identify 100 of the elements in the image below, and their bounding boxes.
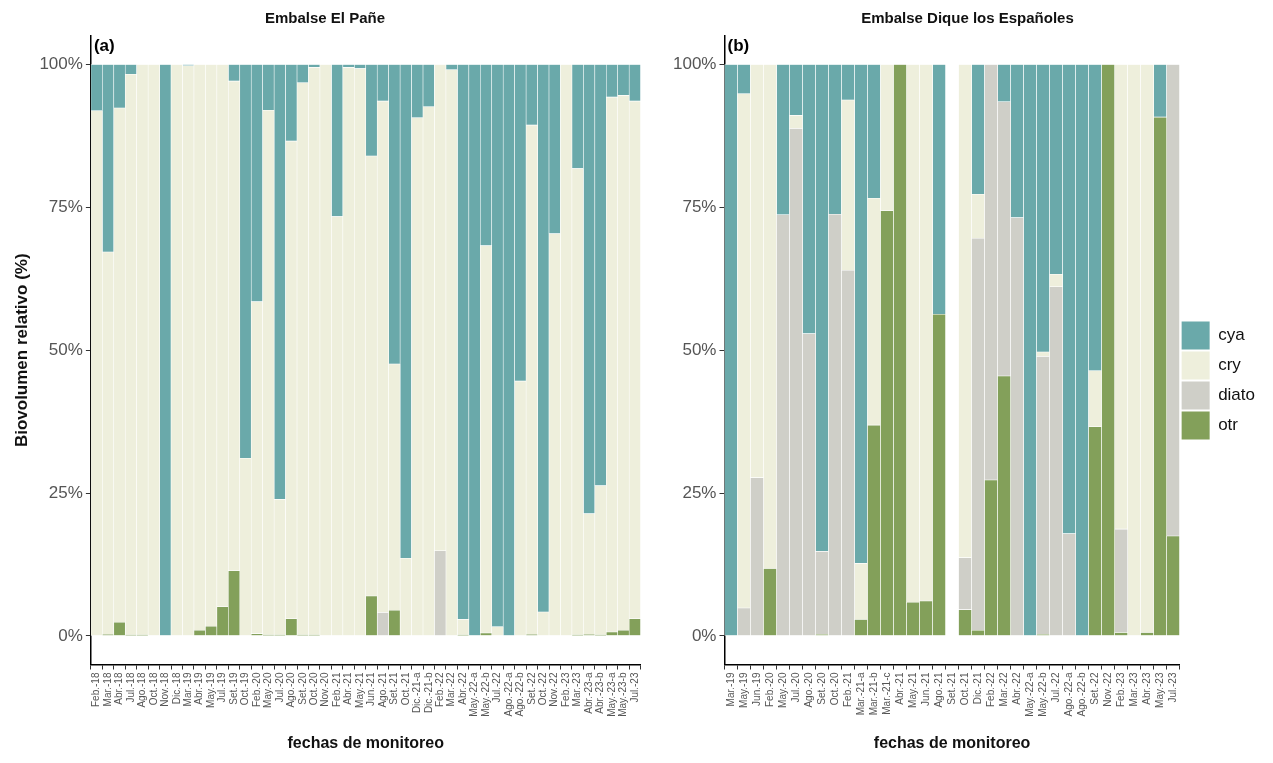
- x-tick-label: Ago.-20: [285, 672, 297, 708]
- x-tick-label: May.-22-a: [1023, 672, 1035, 717]
- x-tick-label: May.-22-a: [468, 672, 480, 717]
- x-tick-label: May.-20: [262, 672, 274, 708]
- x-tick-label: Ago.-20: [802, 672, 814, 708]
- x-tick-label: May.-22-b: [479, 672, 491, 717]
- x-tick-label: Set.-19: [227, 672, 239, 705]
- x-tick-label: Mar.-19: [181, 672, 193, 707]
- x-tick-label: Abr.-23: [1140, 672, 1152, 705]
- legend-label: otr: [1218, 415, 1239, 435]
- y-tick-label: 75%: [48, 197, 83, 217]
- x-tick-label: Ago.-18: [136, 672, 148, 708]
- x-tick-label: Jul.-20: [273, 672, 285, 703]
- x-tick-label: Set.-22: [1088, 672, 1100, 705]
- x-tick-label: Set.-20: [815, 672, 827, 705]
- x-tick-label: Feb.-20: [763, 672, 775, 707]
- x-tick-label: Abr.-18: [113, 672, 125, 705]
- x-tick-label: May.-23-a: [605, 672, 617, 717]
- x-tick-label: Jul.-22: [1049, 672, 1061, 703]
- x-tick-label: Abr.-23-a: [582, 672, 594, 714]
- x-tick-label: May.-21: [906, 672, 918, 708]
- x-tick-label: Mar.-22: [997, 672, 1009, 707]
- x-tick-label: Feb.-23: [1114, 672, 1126, 707]
- x-tick-label: Dic.-21: [971, 672, 983, 705]
- x-tick-label: Set.-21: [945, 672, 957, 705]
- chart-title: Embalse El Pañe: [264, 9, 386, 27]
- x-tick-label: Abr.-22: [456, 672, 468, 705]
- legend-label: cry: [1218, 355, 1242, 375]
- x-tick-label: Mar.-21-b: [867, 672, 879, 716]
- y-tick-label: 75%: [682, 197, 717, 217]
- x-tick-label: May.-19: [204, 672, 216, 708]
- x-tick-label: May.-23-b: [617, 672, 629, 717]
- y-tick-label: 50%: [48, 339, 83, 359]
- x-tick-label: Abr.-23-b: [594, 672, 606, 714]
- x-tick-label: Jul.-18: [124, 672, 136, 703]
- x-tick-label: Feb.-18: [90, 672, 102, 707]
- x-tick-label: Jul.-23: [628, 672, 640, 703]
- x-tick-label: Oct.-18: [147, 672, 159, 706]
- x-tick-label: Jul.-20: [789, 672, 801, 703]
- x-tick-label: May.-22-b: [1036, 672, 1048, 717]
- x-tick-label: Mar.-23: [571, 672, 583, 707]
- legend-label: cya: [1218, 325, 1246, 345]
- x-tick-label: May.-20: [776, 672, 788, 708]
- x-tick-label: Mar.-21-c: [880, 672, 892, 715]
- x-tick-label: Nov.-18: [159, 672, 171, 707]
- x-tick-label: Feb.-20: [250, 672, 262, 707]
- x-tick-label: Nov.-22: [548, 672, 560, 707]
- x-tick-label: Jul.-19: [216, 672, 228, 703]
- y-tick-label: 50%: [682, 339, 717, 359]
- x-tick-label: Jun.-19: [750, 672, 762, 706]
- x-tick-label: Set.-22: [525, 672, 537, 705]
- x-tick-label: Dic.-21-a: [411, 672, 423, 714]
- x-tick-label: Nov.-20: [319, 672, 331, 707]
- x-tick-label: Oct.-21: [958, 672, 970, 706]
- y-tick-label: 25%: [682, 482, 717, 502]
- x-tick-label: Dic.-18: [170, 672, 182, 705]
- x-tick-label: Oct.-20: [828, 672, 840, 706]
- x-tick-label: Ago.-22-a: [1062, 672, 1074, 717]
- y-tick-label: 100%: [39, 54, 83, 74]
- x-tick-label: Jul.-22: [491, 672, 503, 703]
- x-axis-title: fechas de monitoreo: [873, 733, 1031, 751]
- x-tick-label: Jun.-21: [919, 672, 931, 706]
- y-tick-label: 100%: [673, 54, 717, 74]
- x-tick-label: Ago.-22-a: [502, 672, 514, 717]
- x-tick-label: Oct.-21: [399, 672, 411, 706]
- x-tick-label: Jul.-23: [1166, 672, 1178, 703]
- x-tick-label: Feb.-22: [984, 672, 996, 707]
- y-axis-title: Biovolumen relativo (%): [11, 253, 31, 448]
- annotation: (a): [93, 36, 115, 56]
- x-tick-label: Feb.-21: [841, 672, 853, 707]
- x-tick-label: Jun.-21: [365, 672, 377, 706]
- x-tick-label: Abr.-21: [893, 672, 905, 705]
- x-tick-label: Mar.-23: [1127, 672, 1139, 707]
- x-tick-label: Oct.-22: [537, 672, 549, 706]
- y-tick-label: 0%: [58, 625, 83, 645]
- x-tick-label: Mar.-22: [445, 672, 457, 707]
- x-tick-label: May.-23: [1153, 672, 1165, 708]
- x-tick-label: Oct.-19: [239, 672, 251, 706]
- x-tick-label: Ago.-22-b: [514, 672, 526, 717]
- x-tick-label: Mar.-18: [101, 672, 113, 707]
- x-tick-label: Ago.-22-b: [1075, 672, 1087, 717]
- x-axis-title: fechas de monitoreo: [287, 733, 445, 751]
- x-tick-label: Dic.-21-b: [422, 672, 434, 714]
- x-tick-label: May.-19: [737, 672, 749, 708]
- x-tick-label: Abr.-19: [193, 672, 205, 705]
- x-tick-label: Mar.-19: [724, 672, 736, 707]
- x-tick-label: Nov.-22: [1101, 672, 1113, 707]
- x-tick-label: Ago.-21: [376, 672, 388, 708]
- x-tick-label: Ago.-21: [932, 672, 944, 708]
- x-tick-label: Feb.-23: [559, 672, 571, 707]
- annotation: (b): [727, 36, 750, 56]
- y-tick-label: 25%: [48, 482, 83, 502]
- x-tick-label: Feb.-22: [433, 672, 445, 707]
- x-tick-label: Abr.-21: [342, 672, 354, 705]
- x-tick-label: May.-21: [353, 672, 365, 708]
- y-tick-label: 0%: [691, 625, 717, 645]
- x-tick-label: Feb.-21: [330, 672, 342, 707]
- legend-label: diato: [1218, 385, 1256, 405]
- chart-title: Embalse Dique los Españoles: [861, 9, 1074, 27]
- x-tick-label: Mar.-21-a: [854, 672, 866, 716]
